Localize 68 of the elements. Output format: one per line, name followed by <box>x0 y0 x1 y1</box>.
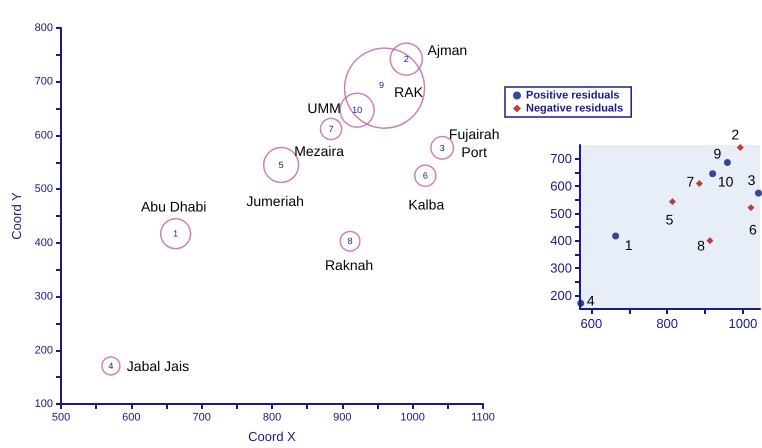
annotation: 6 <box>749 222 758 238</box>
point <box>736 144 744 151</box>
annotation: Abu Dhabi <box>140 198 206 215</box>
legend-label: Positive residuals <box>526 90 620 102</box>
annotation: Fujairah Port <box>448 126 500 160</box>
point <box>754 190 762 197</box>
y-tick-label: 700 <box>34 76 53 88</box>
y-tick-label: 100 <box>34 398 53 410</box>
annotation: Kalba <box>408 196 444 213</box>
x-tick-label: 600 <box>122 412 141 424</box>
annotation: Raknah <box>324 257 374 274</box>
x-tick-label: 1100 <box>471 412 495 424</box>
annotation: RAK <box>394 84 424 100</box>
x-tick-label: 900 <box>333 412 352 424</box>
y-tick-label: 700 <box>550 151 572 166</box>
x-tick-label: 700 <box>192 412 211 424</box>
annotation: Jabal Jais <box>126 358 190 374</box>
y-tick-label: 200 <box>34 344 53 356</box>
y-tick-label: 800 <box>34 22 53 34</box>
annotation: 7 <box>328 124 334 134</box>
x-tick-label: 1000 <box>728 316 758 331</box>
point <box>612 232 620 240</box>
y-tick-label: 300 <box>550 260 572 276</box>
y-tick-label: 600 <box>34 129 53 142</box>
point <box>706 237 714 244</box>
annotation: Mezaira <box>294 142 344 159</box>
annotation: 6 <box>422 170 428 181</box>
annotation: 1 <box>173 228 178 239</box>
annotation: 3 <box>440 142 445 153</box>
annotation: 10 <box>352 105 362 116</box>
annotation: 9 <box>714 145 722 162</box>
annotation: UMM <box>307 100 341 116</box>
annotation: Jumeriah <box>246 192 304 209</box>
annotation: 4 <box>108 360 114 371</box>
point <box>696 180 703 188</box>
x-tick-label: 500 <box>52 412 70 424</box>
annotation: 4 <box>586 292 595 308</box>
annotation: 5 <box>666 212 674 228</box>
x-tick-label: 1000 <box>400 412 425 424</box>
point <box>668 198 676 206</box>
annotation: 2 <box>731 126 740 142</box>
y-tick-label: 300 <box>34 290 53 303</box>
y-tick-label: 200 <box>550 288 572 303</box>
x-tick-label: 800 <box>656 316 678 331</box>
annotation: Ajman <box>427 42 468 58</box>
y-tick-label: 500 <box>550 206 572 221</box>
y-tick-label: 400 <box>34 236 53 249</box>
y-tick-label: 400 <box>550 233 572 248</box>
annotation: 8 <box>348 236 353 246</box>
annotation: 3 <box>748 172 756 188</box>
x-axis-title: Coord X <box>248 429 296 444</box>
annotation: 9 <box>379 80 384 90</box>
point <box>724 158 731 166</box>
point <box>747 204 754 212</box>
annotation: 10 <box>718 174 734 190</box>
x-tick-label: 800 <box>262 412 282 424</box>
legend-label: Negative residuals <box>526 102 624 114</box>
annotation: 2 <box>404 54 409 64</box>
x-tick-label: 600 <box>580 316 602 331</box>
y-tick-label: 600 <box>550 178 572 194</box>
annotation: 7 <box>686 174 694 190</box>
annotation: 8 <box>697 238 706 254</box>
annotation: 1 <box>624 237 633 254</box>
y-axis-title: Coord Y <box>9 192 24 240</box>
y-tick-label: 500 <box>34 183 53 196</box>
annotation: 5 <box>278 160 284 170</box>
point <box>577 300 584 307</box>
point <box>709 170 716 178</box>
